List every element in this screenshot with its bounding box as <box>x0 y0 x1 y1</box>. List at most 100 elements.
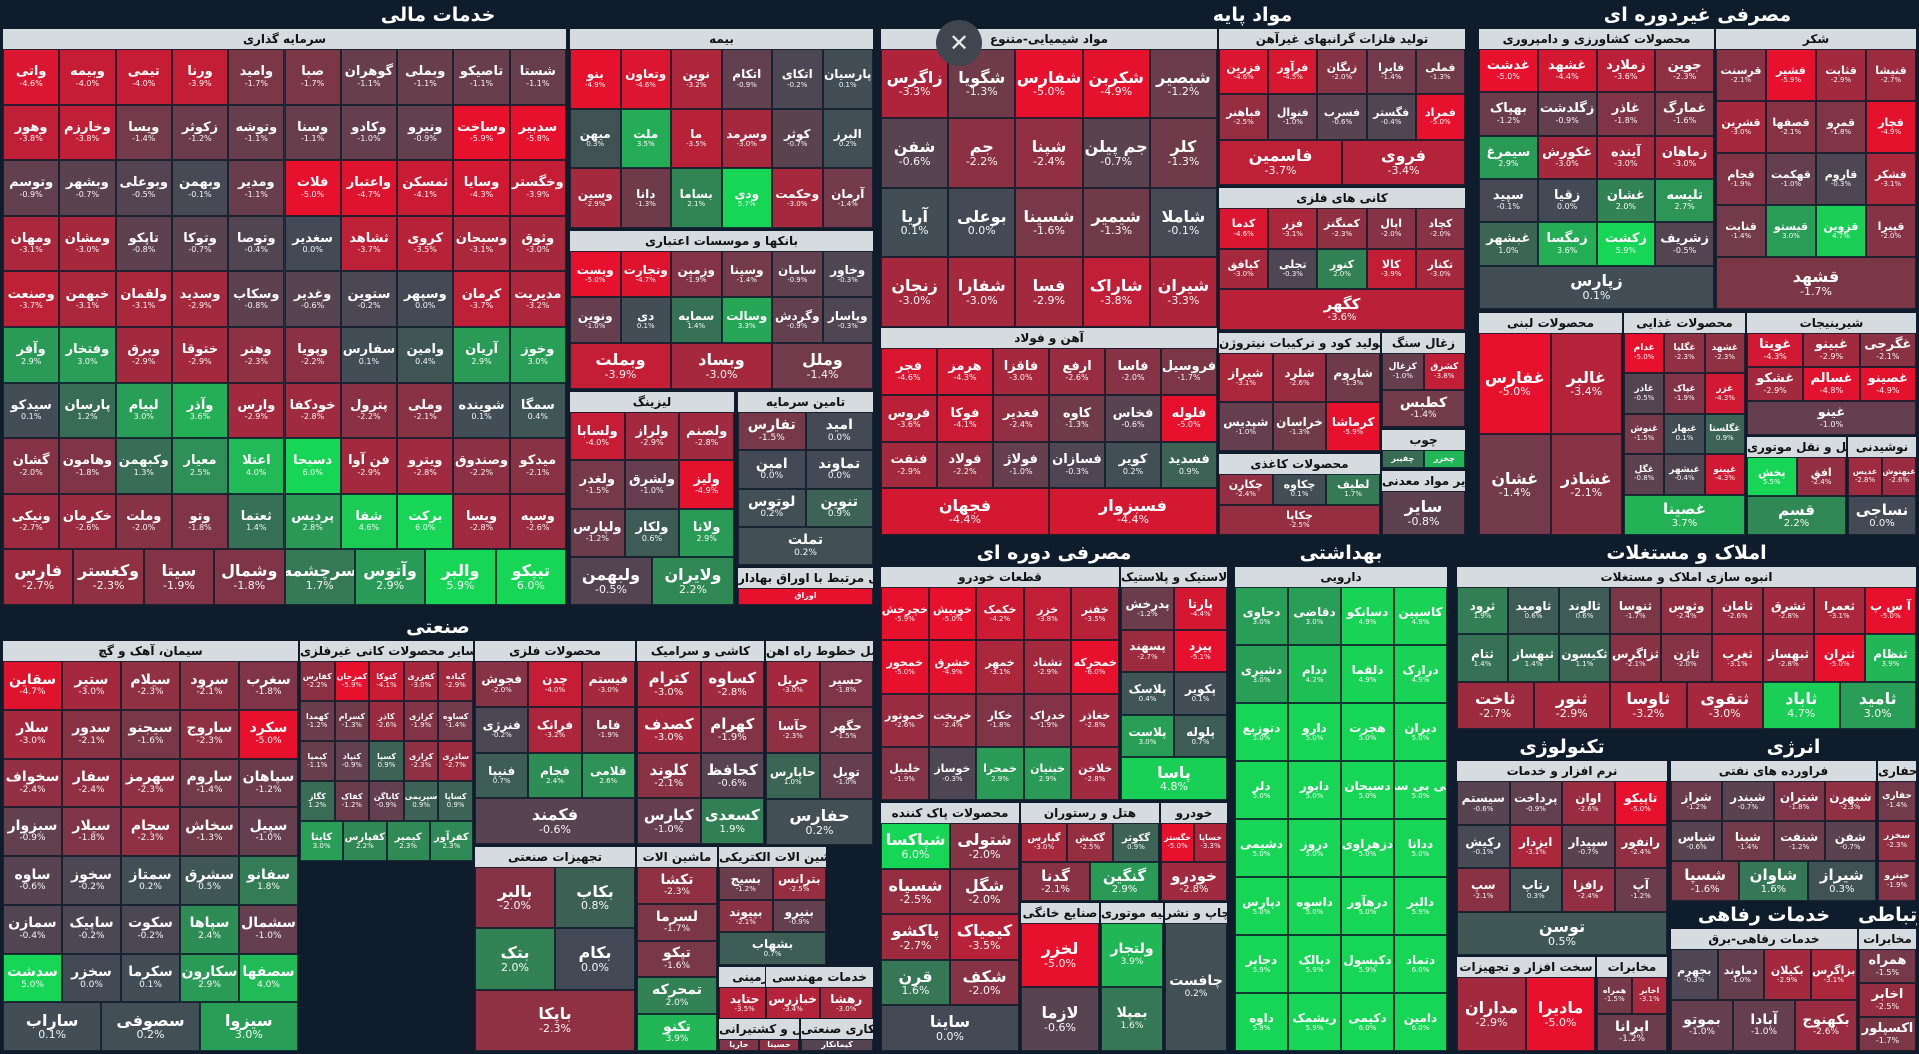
stock-cell[interactable]: خراسان -1.3% <box>1272 402 1327 451</box>
stock-cell[interactable]: تاپیکو -5.0% <box>1614 781 1667 825</box>
stock-cell[interactable]: دروز 5.0% <box>1288 819 1341 877</box>
stock-cell[interactable]: ارفع -2.6% <box>1049 348 1105 395</box>
stock-cell[interactable]: مداران -2.9% <box>1457 977 1526 1051</box>
stock-cell[interactable]: پسهند -2.7% <box>1121 629 1174 673</box>
stock-cell[interactable]: سدشت 5.0% <box>3 953 62 1003</box>
stock-cell[interactable]: ساینا 0.0% <box>881 1005 1019 1051</box>
stock-cell[interactable]: ددام 4.2% <box>1288 645 1341 703</box>
stock-cell[interactable]: پلاست 3.0% <box>1121 714 1174 758</box>
stock-cell[interactable]: سکرما 0.1% <box>121 953 180 1003</box>
stock-cell[interactable]: پلاسک 0.4% <box>1121 672 1174 715</box>
stock-cell[interactable]: وسنا -1.1% <box>284 104 341 161</box>
stock-cell[interactable]: کهمدا -1.2% <box>300 701 335 741</box>
stock-cell[interactable]: غبهنوش -2.6% <box>1882 457 1916 496</box>
stock-cell[interactable]: تماوند 0.0% <box>805 450 873 489</box>
stock-cell[interactable]: درازک 4.9% <box>1394 645 1447 703</box>
stock-cell[interactable]: تیپکو 6.0% <box>495 549 566 605</box>
stock-cell[interactable]: دقاضی 3.0% <box>1288 587 1341 645</box>
stock-cell[interactable]: وپاسار -0.3% <box>822 297 873 343</box>
stock-cell[interactable]: فسرب -0.6% <box>1317 94 1367 140</box>
stock-cell[interactable]: ثبهساز -2.8% <box>1763 634 1814 682</box>
stock-cell[interactable]: غدام -5.0% <box>1624 333 1665 374</box>
stock-cell[interactable]: فنرژی -0.2% <box>475 706 529 753</box>
stock-cell[interactable]: غشکو -2.9% <box>1747 367 1804 401</box>
stock-cell[interactable]: غبینو -2.9% <box>1803 333 1860 367</box>
stock-cell[interactable]: وکغستر -2.3% <box>73 549 144 605</box>
stock-cell[interactable]: کنپاد -0.9% <box>334 741 370 781</box>
stock-cell[interactable]: ثرود 1.9% <box>1457 587 1508 635</box>
stock-cell[interactable]: چدن -4.0% <box>528 661 582 707</box>
stock-cell[interactable]: ودی 5.7% <box>721 168 772 228</box>
stock-cell[interactable]: کالا -3.9% <box>1366 248 1416 290</box>
stock-cell[interactable]: حریل -3.0% <box>766 661 820 707</box>
stock-cell[interactable]: کدما -4.6% <box>1219 208 1269 249</box>
stock-cell[interactable]: فن آوا -2.9% <box>340 438 398 494</box>
stock-cell[interactable]: کترام -3.0% <box>637 661 701 707</box>
stock-cell[interactable]: تمحرکه 2.0% <box>637 977 717 1015</box>
stock-cell[interactable]: قهکمت -1.0% <box>1766 153 1816 205</box>
stock-cell[interactable]: فولاژ -1.0% <box>993 441 1049 489</box>
stock-cell[interactable]: غاذر -0.5% <box>1624 373 1665 414</box>
stock-cell[interactable]: ثشرق -2.8% <box>1763 587 1814 635</box>
stock-cell[interactable]: فخاس -0.6% <box>1105 394 1161 442</box>
stock-cell[interactable]: کیمیا -1.1% <box>300 741 335 781</box>
stock-cell[interactable]: بسیج -1.2% <box>719 867 773 900</box>
stock-cell[interactable]: رهشا -3.0% <box>819 987 873 1019</box>
stock-cell[interactable]: سجام -2.3% <box>121 807 180 856</box>
stock-cell[interactable]: فجهان -4.4% <box>881 488 1049 535</box>
stock-cell[interactable]: قچار -4.9% <box>1866 101 1916 153</box>
stock-cell[interactable]: دکپسول 5.9% <box>1341 935 1394 993</box>
stock-cell[interactable]: ثنور -2.9% <box>1533 681 1610 729</box>
stock-cell[interactable]: وهامون -1.8% <box>59 438 116 494</box>
stock-cell[interactable]: فغدیر -2.4% <box>993 394 1049 442</box>
stock-cell[interactable]: زملارد -3.6% <box>1596 49 1656 93</box>
stock-cell[interactable]: زنگان -2.0% <box>1317 49 1367 95</box>
stock-cell[interactable]: ولپارس -1.2% <box>570 508 625 557</box>
stock-cell[interactable]: سیتا -1.9% <box>143 549 215 605</box>
stock-cell[interactable]: ثاباد 4.7% <box>1763 681 1840 729</box>
stock-cell[interactable]: فروسیل -1.7% <box>1161 348 1217 395</box>
stock-cell[interactable]: شسپا -1.6% <box>1671 861 1740 901</box>
stock-cell[interactable]: سخاش -1.3% <box>180 807 239 856</box>
stock-cell[interactable]: ستوین -0.2% <box>340 271 398 327</box>
stock-cell[interactable]: سپاهان -1.2% <box>239 758 298 808</box>
stock-cell[interactable]: ومهان -3.1% <box>3 215 60 272</box>
stock-cell[interactable]: فوکا -4.1% <box>937 394 993 442</box>
stock-cell[interactable]: خوبیش -5.0% <box>928 587 977 641</box>
stock-cell[interactable]: ثشاهد -3.7% <box>340 215 398 272</box>
stock-cell[interactable]: جوین -2.3% <box>1655 49 1714 93</box>
stock-cell[interactable]: سامان -0.9% <box>772 251 823 297</box>
stock-cell[interactable]: ثبهساز 1.4% <box>1508 634 1559 682</box>
stock-cell[interactable]: تنوین 0.9% <box>805 488 873 527</box>
stock-cell[interactable]: آرمان -1.4% <box>822 168 873 228</box>
stock-cell[interactable]: دامین 6.0% <box>1394 993 1447 1051</box>
stock-cell[interactable]: حاپارس 1.0% <box>766 753 820 799</box>
stock-cell[interactable]: شاوان 1.6% <box>1739 861 1808 901</box>
stock-cell[interactable]: بنیرو -0.9% <box>772 899 826 933</box>
stock-cell[interactable]: ملت 3.5% <box>620 108 671 169</box>
stock-cell[interactable]: کساپا 0.9% <box>438 781 473 821</box>
stock-cell[interactable]: حتاید -3.5% <box>719 987 771 1019</box>
stock-cell[interactable]: وسینا -1.4% <box>721 251 772 297</box>
stock-cell[interactable]: قشرین -3.0% <box>1716 101 1766 153</box>
stock-cell[interactable]: تپکو -1.6% <box>637 940 717 978</box>
stock-cell[interactable]: لوتوس 0.2% <box>738 488 806 527</box>
stock-cell[interactable]: غبشهر -0.4% <box>1664 454 1705 495</box>
stock-cell[interactable]: شپدیس -1.0% <box>1219 402 1273 451</box>
stock-cell[interactable]: تکشا -2.3% <box>637 867 717 904</box>
stock-cell[interactable]: وثوق -3.0% <box>509 215 566 272</box>
stock-cell[interactable]: فاما -1.9% <box>581 706 635 753</box>
stock-cell[interactable]: دالبر 5.9% <box>1394 877 1447 935</box>
stock-cell[interactable]: سیلام -2.3% <box>121 661 180 710</box>
stock-cell[interactable]: ورنا -3.9% <box>171 49 229 105</box>
stock-cell[interactable]: سیستم -0.6% <box>1457 781 1510 825</box>
stock-cell[interactable]: فلوله -5.0% <box>1161 394 1217 442</box>
stock-cell[interactable]: فولاد -2.2% <box>937 441 993 489</box>
stock-cell[interactable]: دیالک 5.9% <box>1288 935 1341 993</box>
stock-cell[interactable]: گشان -2.0% <box>3 438 60 494</box>
stock-cell[interactable]: ونیکی -2.7% <box>3 493 60 550</box>
stock-cell[interactable]: وغدیر -0.6% <box>284 271 341 327</box>
stock-cell[interactable]: ونیرو -0.9% <box>397 104 454 161</box>
stock-cell[interactable]: چفیبر <box>1382 450 1424 468</box>
stock-cell[interactable]: اپرانا -1.2% <box>1597 1014 1667 1051</box>
